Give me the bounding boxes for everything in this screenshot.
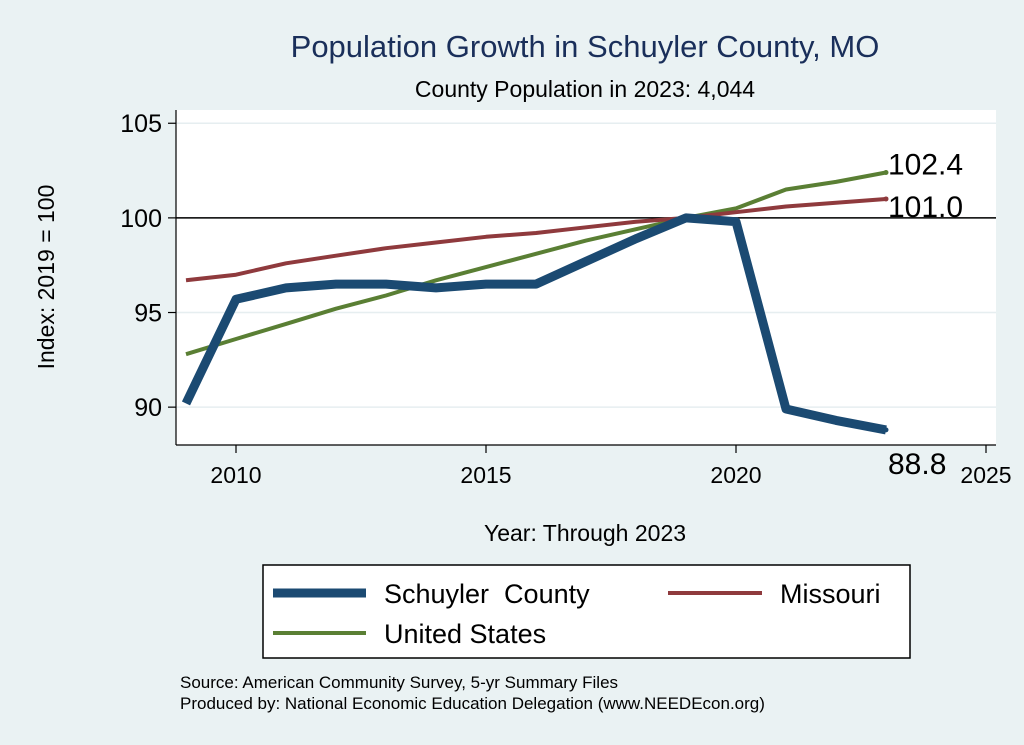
x-tick-label-2025: 2025 [960,462,1011,488]
y-tick-label-100: 100 [120,205,162,233]
y-ticks: 90 95 100 105 [120,110,176,422]
legend-box [262,564,911,659]
series-line-schuyler-county [181,213,887,435]
x-axis-title: Year: Through 2023 [484,520,686,546]
series-line-united-states [185,170,887,357]
end-marker-schuyler-county [883,427,889,433]
x-ticks: 2010 2015 2020 2025 [210,445,1012,488]
x-tick-label-2010: 2010 [210,462,261,488]
axes [175,110,996,446]
series-lines [181,170,887,435]
x-tick-label-2015: 2015 [460,462,511,488]
end-label-united-states: 102.4 [888,148,963,181]
legend: Schuyler County Missouri United States [262,564,911,659]
end-marker-united-states [883,169,889,175]
y-axis-title: Index: 2019 = 100 [33,185,59,370]
chart-subtitle: County Population in 2023: 4,044 [415,76,755,102]
source-line-2: Produced by: National Economic Education… [180,694,765,713]
end-marker-missouri [883,196,889,202]
y-tick-label-105: 105 [120,110,162,138]
legend-label-schuyler: Schuyler County [384,579,590,609]
legend-label-missouri: Missouri [780,579,881,609]
y-tick-label-90: 90 [134,394,162,422]
plot-area [176,110,996,445]
chart-title: Population Growth in Schuyler County, MO [291,29,880,64]
series-line-missouri [185,197,887,283]
end-label-missouri: 101.0 [888,191,963,224]
end-labels: 88.8 101.0 102.4 [883,148,963,481]
legend-label-united-states: United States [384,619,546,649]
end-label-schuyler-county: 88.8 [888,448,946,481]
source-line-1: Source: American Community Survey, 5-yr … [180,673,618,692]
x-tick-label-2020: 2020 [710,462,761,488]
y-tick-label-95: 95 [134,300,162,328]
